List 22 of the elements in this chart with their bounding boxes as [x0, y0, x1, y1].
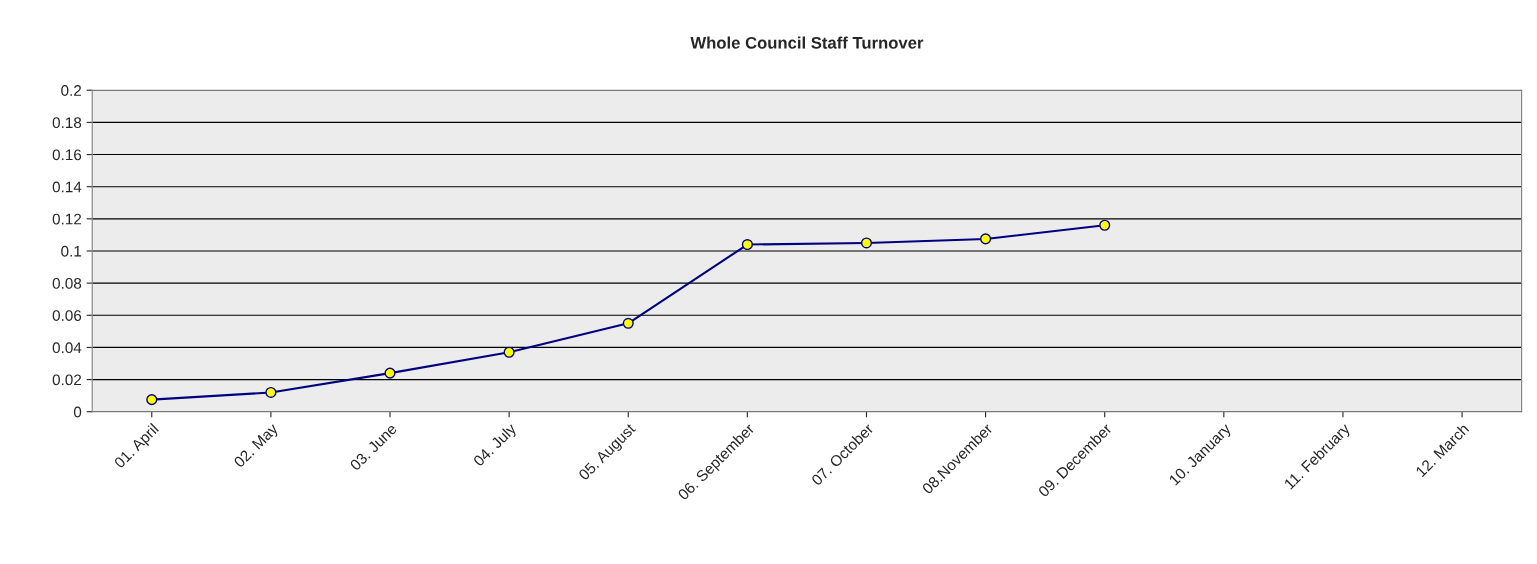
x-tick-label: 04. July — [472, 422, 520, 470]
point — [384, 367, 396, 379]
y-tick-label: 0.08 — [52, 278, 82, 289]
point — [860, 237, 873, 249]
y-tick-label: 0.1 — [61, 245, 82, 257]
y-tick-label: 0.12 — [52, 213, 82, 225]
y-tick-label: 0.02 — [52, 374, 82, 386]
y-tick-label: 0.18 — [52, 117, 82, 129]
y-tick-label: 0.14 — [52, 181, 82, 193]
point — [980, 233, 992, 245]
point — [503, 346, 515, 358]
point — [622, 317, 634, 329]
y-tick-label: 0 — [73, 406, 82, 418]
point — [1099, 219, 1111, 231]
point — [265, 386, 277, 398]
point — [146, 394, 158, 406]
y-tick-label: 0.2 — [61, 85, 82, 96]
y-tick-label: 0.06 — [52, 310, 82, 321]
point — [741, 238, 753, 251]
chart-title: Whole Council Staff Turnover — [690, 36, 924, 49]
y-tick-label: 0.04 — [52, 342, 82, 354]
y-tick-label: 0.16 — [52, 149, 82, 161]
